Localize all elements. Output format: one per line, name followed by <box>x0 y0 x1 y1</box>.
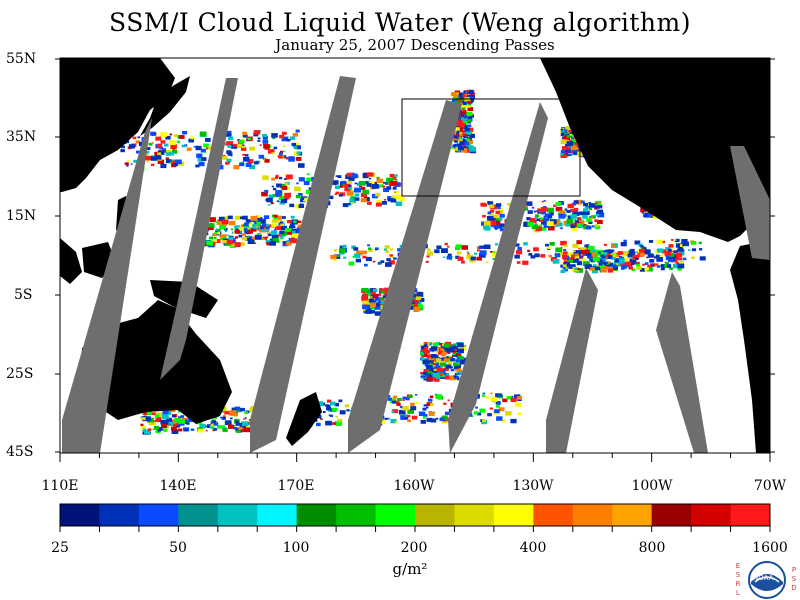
land-asia <box>60 58 175 192</box>
study-area-box <box>401 98 581 197</box>
lon-label-130w: 130W <box>512 478 554 494</box>
lat-label-25s: 25S <box>6 366 34 382</box>
colorbar <box>59 503 771 532</box>
land-japan <box>140 76 190 136</box>
noaa-emblem-icon <box>748 561 786 599</box>
colorbar-swatch <box>60 504 100 526</box>
colorbar-swatch <box>691 504 732 526</box>
colorbar-swatch <box>533 504 574 526</box>
lon-label-140e: 140E <box>159 478 197 494</box>
land-north-america <box>540 58 770 242</box>
map-title: SSM/I Cloud Liquid Water (Weng algorithm… <box>109 8 691 37</box>
colorbar-swatch <box>138 504 179 526</box>
colorbar-swatch <box>415 504 455 526</box>
colorbar-label-50: 50 <box>169 540 187 556</box>
swath-gaps <box>62 76 770 453</box>
logo-noaa-text: NOAA <box>753 574 774 582</box>
land-new-zealand <box>286 392 322 446</box>
lon-label-70w: 70W <box>753 478 787 494</box>
colorbar-swatch <box>336 504 377 526</box>
colorbar-swatch <box>178 504 219 526</box>
colorbar-swatch <box>572 504 613 526</box>
lon-ticks <box>59 453 771 462</box>
lat-ticks <box>55 58 775 453</box>
colorbar-swatch <box>296 504 337 526</box>
colorbar-swatch <box>493 504 534 526</box>
colorbar-label-400: 400 <box>519 540 547 556</box>
lon-label-160w: 160W <box>393 478 435 494</box>
colorbar-swatch <box>257 504 298 526</box>
colorbar-swatch <box>454 504 495 526</box>
lat-label-55n: 55N <box>6 51 37 67</box>
colorbar-swatch <box>375 504 416 526</box>
colorbar-swatch <box>217 504 258 526</box>
lon-label-100w: 100W <box>631 478 673 494</box>
lat-label-15n: 15N <box>6 208 37 224</box>
colorbar-label-100: 100 <box>282 540 310 556</box>
map-subtitle: January 25, 2007 Descending Passes <box>275 36 555 54</box>
colorbar-swatch <box>612 504 653 526</box>
colorbar-swatch <box>730 504 771 526</box>
colorbar-label-1600: 1600 <box>752 540 788 556</box>
lat-label-45s: 45S <box>6 444 34 460</box>
land-sumatra <box>60 238 82 284</box>
land-south-america <box>730 240 770 453</box>
lon-label-110e: 110E <box>41 478 79 494</box>
colorbar-label-200: 200 <box>400 540 428 556</box>
lat-label-35n: 35N <box>6 129 37 145</box>
lat-label-5s: 5S <box>14 287 33 303</box>
colorbar-label-800: 800 <box>638 540 666 556</box>
colorbar-label-25: 25 <box>51 540 69 556</box>
colorbar-swatch <box>651 504 692 526</box>
colorbar-swatch <box>99 504 140 526</box>
colorbar-units: g/m² <box>392 560 428 578</box>
lon-label-170e: 170E <box>277 478 315 494</box>
